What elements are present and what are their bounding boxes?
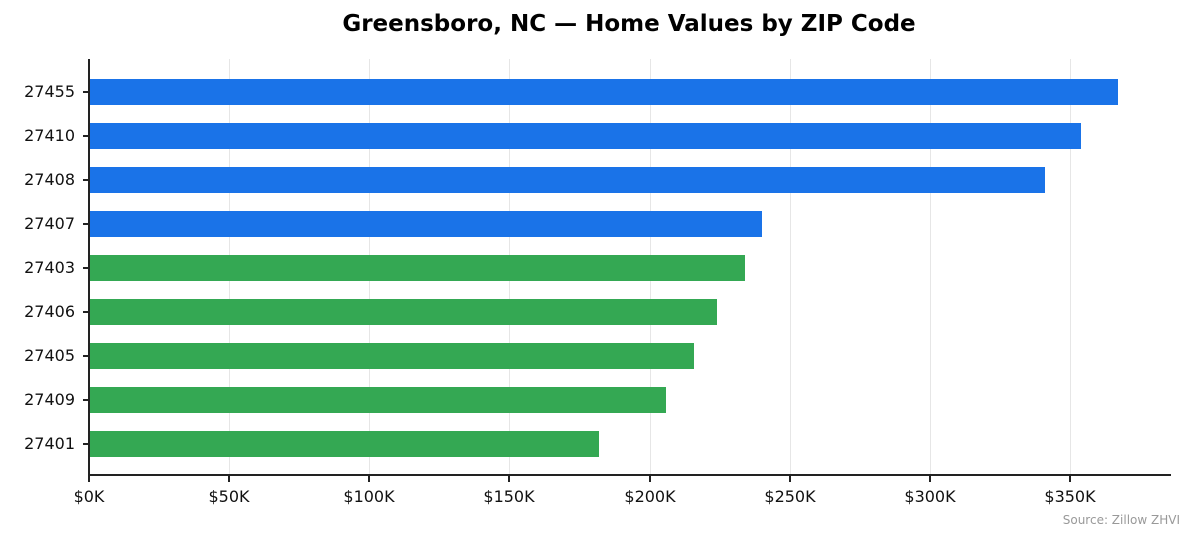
y-tick-label: 27409 bbox=[24, 390, 75, 409]
y-tick bbox=[83, 399, 89, 401]
x-tick-label: $350K bbox=[1044, 487, 1096, 506]
y-tick bbox=[83, 443, 89, 445]
y-tick bbox=[83, 267, 89, 269]
x-tick bbox=[368, 476, 370, 482]
bar-27410 bbox=[89, 123, 1081, 149]
y-tick-label: 27401 bbox=[24, 434, 75, 453]
y-tick-label: 27455 bbox=[24, 82, 75, 101]
x-tick-label: $100K bbox=[343, 487, 395, 506]
x-tick bbox=[508, 476, 510, 482]
x-axis-line bbox=[88, 474, 1171, 476]
y-tick bbox=[83, 179, 89, 181]
bar-27409 bbox=[89, 387, 666, 413]
y-tick bbox=[83, 223, 89, 225]
bar-27403 bbox=[89, 255, 745, 281]
x-tick bbox=[88, 476, 90, 482]
gridline bbox=[930, 59, 931, 474]
x-tick-label: $50K bbox=[208, 487, 250, 506]
x-tick bbox=[789, 476, 791, 482]
gridline bbox=[790, 59, 791, 474]
bar-27455 bbox=[89, 79, 1118, 105]
bar-27401 bbox=[89, 431, 599, 457]
y-tick-label: 27403 bbox=[24, 258, 75, 277]
y-tick-label: 27407 bbox=[24, 214, 75, 233]
bar-27405 bbox=[89, 343, 694, 369]
y-tick bbox=[83, 91, 89, 93]
y-tick-label: 27405 bbox=[24, 346, 75, 365]
x-tick-label: $300K bbox=[904, 487, 956, 506]
x-tick-label: $150K bbox=[483, 487, 535, 506]
bar-27408 bbox=[89, 167, 1045, 193]
chart-title: Greensboro, NC — Home Values by ZIP Code bbox=[342, 11, 916, 37]
y-tick bbox=[83, 355, 89, 357]
x-tick bbox=[929, 476, 931, 482]
bar-27407 bbox=[89, 211, 762, 237]
y-tick-label: 27410 bbox=[24, 126, 75, 145]
y-tick bbox=[83, 135, 89, 137]
x-tick bbox=[1069, 476, 1071, 482]
x-tick bbox=[649, 476, 651, 482]
bar-27406 bbox=[89, 299, 717, 325]
x-tick-label: $250K bbox=[764, 487, 816, 506]
source-note: Source: Zillow ZHVI bbox=[1062, 513, 1180, 527]
y-tick-label: 27408 bbox=[24, 170, 75, 189]
x-tick-label: $200K bbox=[624, 487, 676, 506]
gridline bbox=[1070, 59, 1071, 474]
x-tick bbox=[228, 476, 230, 482]
y-tick bbox=[83, 311, 89, 313]
y-axis-line bbox=[88, 59, 90, 476]
x-tick-label: $0K bbox=[73, 487, 105, 506]
y-tick-label: 27406 bbox=[24, 302, 75, 321]
